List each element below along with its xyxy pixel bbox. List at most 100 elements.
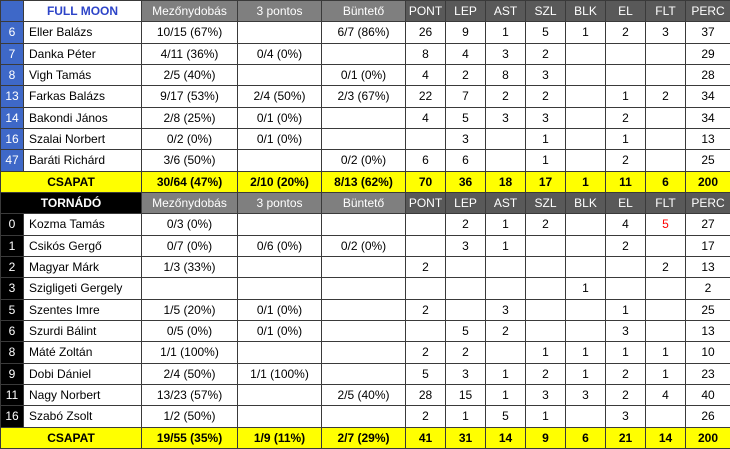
stat-cell-el — [605, 277, 646, 300]
jersey-number-cell: 5 — [0, 298, 24, 321]
jersey-number-cell: 16 — [0, 405, 24, 428]
stat-cell-blk: 1 — [565, 362, 606, 385]
jersey-number-cell: 8 — [0, 341, 24, 364]
stat-cell-el — [605, 42, 646, 65]
stat-cell-ast: 2 — [485, 85, 526, 108]
threepoint-cell — [237, 255, 322, 279]
jersey-number-cell: 6 — [0, 319, 24, 343]
stat-cell-perc: 13 — [685, 255, 730, 279]
threepoint-cell: 0/1 (0%) — [237, 298, 322, 321]
player-name-cell: Dobi Dániel — [23, 362, 142, 385]
column-header-szl: SZL — [525, 0, 566, 23]
stat-cell-perc: 25 — [685, 298, 730, 321]
stat-cell-szl: 3 — [525, 383, 566, 407]
threepoint-cell: 0/1 (0%) — [237, 106, 322, 129]
column-header-b-ntet-: Büntető — [321, 191, 406, 215]
stat-cell-flt: 2 — [645, 85, 686, 108]
freethrow-cell — [321, 319, 406, 343]
stat-cell-szl: 2 — [525, 213, 566, 236]
stat-cell-lep: 5 — [445, 106, 486, 129]
stat-cell-ast: 2 — [485, 319, 526, 343]
stat-cell-blk — [565, 213, 606, 236]
player-row: 16 Szabó Zsolt 1/2 (50%) 2 1 5 1 3 26 — [0, 405, 730, 428]
stat-cell-blk — [565, 405, 606, 428]
player-name-cell: Szabó Zsolt — [23, 405, 142, 428]
stat-cell-lep — [445, 277, 486, 300]
column-header-el: EL — [605, 191, 646, 215]
stat-cell-blk: 1 — [565, 21, 606, 44]
stat-cell-ast: 8 — [485, 63, 526, 87]
threepoint-cell — [237, 405, 322, 428]
fieldgoal-cell: 0/7 (0%) — [141, 234, 238, 257]
stat-cell-szl — [525, 298, 566, 321]
stat-cell-blk — [565, 319, 606, 343]
stat-cell-el: 3 — [605, 405, 646, 428]
stat-cell-lep: 2 — [445, 213, 486, 236]
stat-cell-ast: 3 — [485, 42, 526, 65]
stat-cell-szl: 3 — [525, 106, 566, 129]
freethrow-cell: 2/5 (40%) — [321, 383, 406, 407]
player-row: 8 Vigh Tamás 2/5 (40%) 0/1 (0%) 4 2 8 3 28 — [0, 63, 730, 87]
jersey-number-cell: 6 — [0, 21, 24, 44]
player-row: 6 Szurdi Bálint 0/5 (0%) 0/1 (0%) 5 2 3 13 — [0, 319, 730, 343]
stat-cell-flt — [645, 277, 686, 300]
column-header-perc: PERC — [685, 191, 730, 215]
total-cell-el: 21 — [605, 426, 646, 449]
stat-cell-pont — [405, 277, 446, 300]
total-cell-lep: 31 — [445, 426, 486, 449]
stat-cell-pont: 2 — [405, 298, 446, 321]
stat-cell-perc: 13 — [685, 127, 730, 151]
jersey-number-cell: 11 — [0, 383, 24, 407]
stat-cell-perc: 27 — [685, 213, 730, 236]
stat-cell-szl: 1 — [525, 405, 566, 428]
total-cell-pont: 41 — [405, 426, 446, 449]
threepoint-total-cell: 2/10 (20%) — [237, 170, 322, 193]
column-header-b-ntet-: Büntető — [321, 0, 406, 23]
fieldgoal-cell: 1/1 (100%) — [141, 341, 238, 364]
fieldgoal-cell: 1/5 (20%) — [141, 298, 238, 321]
stat-cell-perc: 37 — [685, 21, 730, 44]
freethrow-total-cell: 8/13 (62%) — [321, 170, 406, 193]
stat-cell-ast — [485, 149, 526, 172]
stat-cell-lep — [445, 298, 486, 321]
stat-cell-ast: 1 — [485, 362, 526, 385]
freethrow-cell — [321, 277, 406, 300]
team-name: FULL MOON — [23, 0, 142, 23]
fieldgoal-cell: 2/8 (25%) — [141, 106, 238, 129]
team-number-corner-cell — [0, 0, 24, 23]
player-name-cell: Danka Péter — [23, 42, 142, 65]
column-header-lep: LEP — [445, 191, 486, 215]
stat-cell-pont: 4 — [405, 106, 446, 129]
stat-cell-el — [605, 63, 646, 87]
column-header-pont: PONT — [405, 0, 446, 23]
stat-cell-el — [605, 255, 646, 279]
stat-cell-el: 2 — [605, 106, 646, 129]
stat-cell-flt — [645, 234, 686, 257]
fieldgoal-total-cell: 30/64 (47%) — [141, 170, 238, 193]
total-cell-blk: 6 — [565, 426, 606, 449]
stat-cell-lep: 7 — [445, 85, 486, 108]
player-row: 47 Baráti Richárd 3/6 (50%) 0/2 (0%) 6 6 1 2 25 — [0, 149, 730, 172]
column-header-ast: AST — [485, 0, 526, 23]
stat-cell-lep — [445, 255, 486, 279]
column-header-pont: PONT — [405, 191, 446, 215]
player-row: 14 Bakondi János 2/8 (25%) 0/1 (0%) 4 5 3 3 2 34 — [0, 106, 730, 129]
stat-cell-blk — [565, 42, 606, 65]
threepoint-cell: 0/1 (0%) — [237, 319, 322, 343]
stat-cell-perc: 25 — [685, 149, 730, 172]
stat-cell-szl: 2 — [525, 85, 566, 108]
stat-cell-blk — [565, 298, 606, 321]
stat-cell-ast: 1 — [485, 383, 526, 407]
jersey-number-cell: 0 — [0, 213, 24, 236]
stat-cell-blk: 3 — [565, 383, 606, 407]
freethrow-cell: 2/3 (67%) — [321, 85, 406, 108]
stat-cell-flt — [645, 106, 686, 129]
fieldgoal-cell: 0/2 (0%) — [141, 127, 238, 151]
stat-cell-pont — [405, 319, 446, 343]
jersey-number-cell: 3 — [0, 277, 24, 300]
column-header-flt: FLT — [645, 191, 686, 215]
stat-cell-perc: 34 — [685, 85, 730, 108]
threepoint-cell: 2/4 (50%) — [237, 85, 322, 108]
threepoint-cell: 0/1 (0%) — [237, 127, 322, 151]
total-cell-flt: 14 — [645, 426, 686, 449]
